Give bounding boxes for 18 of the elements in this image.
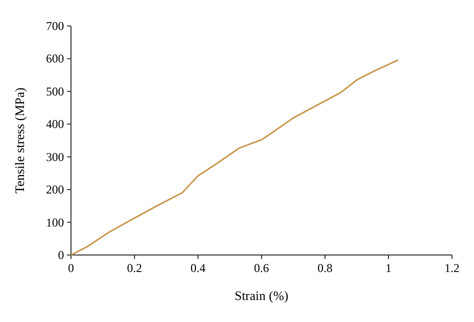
- x-tick-label: 0.6: [254, 261, 269, 275]
- line-series: [70, 59, 399, 256]
- y-tick-label: 200: [46, 182, 64, 197]
- y-tick-label: 600: [46, 52, 64, 66]
- y-tick-label: 700: [46, 19, 64, 33]
- y-tick-label: 300: [46, 150, 64, 164]
- y-tick-label: 400: [46, 117, 64, 132]
- y-axis-title: Tensile stress (MPa): [12, 88, 27, 194]
- x-tick-label: 0.8: [318, 261, 332, 275]
- x-tick-label: 0: [68, 261, 74, 275]
- x-tick-label: 0.2: [127, 261, 142, 275]
- y-tick-label: 500: [46, 84, 64, 98]
- x-tick-label: 1.2: [444, 261, 460, 275]
- y-tick-label: 0: [58, 248, 64, 262]
- x-axis-title: Strain (%): [234, 288, 288, 303]
- y-tick-label: 100: [46, 215, 64, 230]
- x-tick-label: 0.4: [190, 261, 206, 275]
- x-tick-label: 1: [386, 261, 392, 275]
